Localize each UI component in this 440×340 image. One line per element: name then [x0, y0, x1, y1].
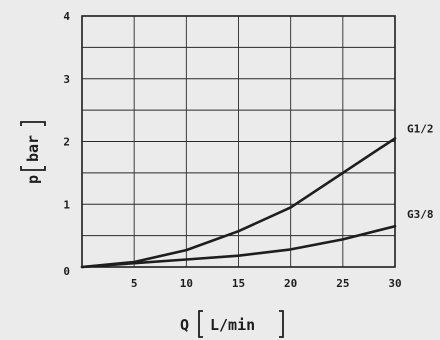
y-tick-label: 1: [63, 198, 70, 211]
x-axis-symbol: Q: [180, 316, 189, 334]
x-axis-unit: L/min: [210, 316, 255, 334]
y-tick-label: 3: [63, 73, 70, 86]
x-tick-label: 20: [284, 277, 297, 290]
x-tick-label: 5: [131, 277, 138, 290]
y-axis-symbol: p: [24, 175, 42, 184]
series-line: [80, 224, 397, 269]
plot-frame: [81, 15, 396, 268]
x-axis-bracket-close: [279, 310, 284, 338]
x-tick-label: 30: [388, 277, 401, 290]
y-axis-bracket-close: [20, 121, 46, 126]
x-tick-label: 10: [180, 277, 193, 290]
y-axis-title: p bar: [20, 121, 46, 184]
tick-labels: 5 10 15 20 25 30 1 2 3 4: [63, 10, 401, 290]
x-tick-label: 25: [336, 277, 349, 290]
y-tick-label: 2: [63, 136, 70, 149]
y-axis-bracket-open: [20, 166, 46, 171]
x-axis-bracket-open: [198, 310, 203, 338]
grid: [82, 16, 395, 267]
series-label: G1/2: [407, 122, 434, 135]
series-label: G3/8: [407, 208, 434, 221]
origin-tick-label: 0: [63, 265, 70, 278]
y-tick-label: 4: [63, 10, 70, 23]
series-layer: G1/2 G3/8: [80, 122, 434, 269]
x-tick-label: 15: [232, 277, 245, 290]
y-axis-unit: bar: [24, 135, 42, 162]
x-axis-title: Q L/min: [180, 310, 284, 338]
